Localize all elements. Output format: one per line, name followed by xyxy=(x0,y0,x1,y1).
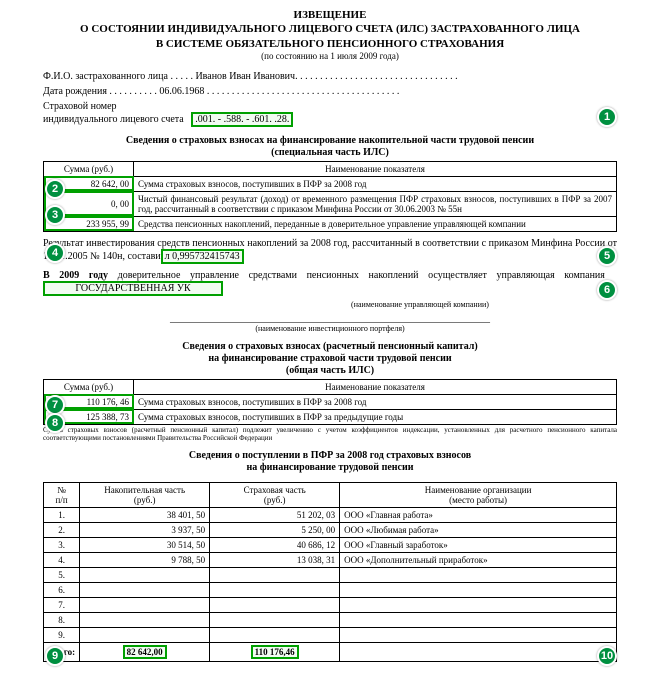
t3-h0: № п/п xyxy=(44,483,80,508)
section1-title: Сведения о страховых взносах на финансир… xyxy=(43,135,617,159)
table2-wrapper: 7 8 Сумма (руб.) Наименование показателя… xyxy=(43,379,617,425)
table1: Сумма (руб.) Наименование показателя 82 … xyxy=(43,161,617,232)
t1-r1-desc: Чистый финансовый результат (доход) от в… xyxy=(134,191,617,216)
title-line2: О СОСТОЯНИИ ИНДИВИДУАЛЬНОГО ЛИЦЕВОГО СЧЕ… xyxy=(43,22,617,36)
section2-title: Сведения о страховых взносах (расчетный … xyxy=(43,341,617,377)
t1-r2-desc: Средства пенсионных накоплений, переданн… xyxy=(134,216,617,231)
t3-footer-1: 82 642,00 xyxy=(123,645,167,659)
t2-r1-desc: Сумма страховых взносов, поступивших в П… xyxy=(134,409,617,424)
title-line3: В СИСТЕМЕ ОБЯЗАТЕЛЬНОГО ПЕНСИОННОГО СТРА… xyxy=(43,37,617,51)
fio-field: Ф.И.О. застрахованного лица . . . . . Ив… xyxy=(43,71,617,82)
title-line1: ИЗВЕЩЕНИЕ xyxy=(43,8,617,22)
para1-text: Результат инвестирования средств пенсион… xyxy=(43,238,617,262)
para2-note: (наименование управляющей компании) xyxy=(223,300,617,309)
badge-5: 5 xyxy=(597,246,617,266)
para1: Результат инвестирования средств пенсион… xyxy=(43,238,617,264)
para1-value: л 0,995732415743 xyxy=(161,249,244,264)
t2-sum-header: Сумма (руб.) xyxy=(44,379,134,394)
t2-name-header: Наименование показателя xyxy=(134,379,617,394)
fio-value: . . . . . Иванов Иван Иванович. . . . . … xyxy=(170,71,457,82)
badge-2: 2 xyxy=(45,179,65,199)
dob-value: . . . . . . . . . . 06.06.1968 . . . . .… xyxy=(109,86,399,97)
dob-field: Дата рождения . . . . . . . . . . 06.06.… xyxy=(43,86,617,97)
table2-footnote: Сумма страховых взносов (расчетный пенси… xyxy=(43,427,617,442)
badge-6: 6 xyxy=(597,280,617,300)
table2: Сумма (руб.) Наименование показателя 110… xyxy=(43,379,617,425)
fio-label: Ф.И.О. застрахованного лица xyxy=(43,71,168,82)
t2-r0-desc: Сумма страховых взносов, поступивших в П… xyxy=(134,394,617,409)
table3: № п/п Накопительная часть (руб.) Страхов… xyxy=(43,482,617,662)
document: ИЗВЕЩЕНИЕ О СОСТОЯНИИ ИНДИВИДУАЛЬНОГО ЛИ… xyxy=(8,8,642,662)
t3-footer-2: 110 176,46 xyxy=(251,645,299,659)
snils-field: Страховой номер индивидуального лицевого… xyxy=(43,101,617,127)
table3-wrapper: 9 10 № п/п Накопительная часть (руб.) Ст… xyxy=(43,482,617,662)
t3-h1: Накопительная часть (руб.) xyxy=(80,483,210,508)
para2-text: доверительное управление средствами пенс… xyxy=(108,270,605,281)
para2: В 2009 году доверительное управление сре… xyxy=(43,270,617,296)
badge-3: 3 xyxy=(45,205,65,225)
badge-9: 9 xyxy=(45,646,65,666)
dob-label: Дата рождения xyxy=(43,86,107,97)
para3-note: (наименование инвестиционного портфеля) xyxy=(43,324,617,333)
doc-subtitle: (по состоянию на 1 июля 2009 года) xyxy=(43,51,617,61)
badge-10: 10 xyxy=(597,646,617,666)
para2-pre: В 2009 году xyxy=(43,270,108,281)
t1-name-header: Наименование показателя xyxy=(134,161,617,176)
para3-line: ________________________________________… xyxy=(43,313,617,324)
badge-8: 8 xyxy=(45,413,65,433)
t1-r0-desc: Сумма страховых взносов, поступивших в П… xyxy=(134,176,617,191)
snils-label2: индивидуального лицевого счета xyxy=(43,114,184,125)
badge-7: 7 xyxy=(45,395,65,415)
snils-value: .001. - .588. - .601. .28. xyxy=(191,112,293,127)
snils-label1: Страховой номер xyxy=(43,101,617,112)
table1-wrapper: 2 3 4 Сумма (руб.) Наименование показате… xyxy=(43,161,617,232)
badge-4: 4 xyxy=(45,243,65,263)
t3-h2: Страховая часть (руб.) xyxy=(210,483,340,508)
badge-1: 1 xyxy=(597,107,617,127)
para2-value: ГОСУДАРСТВЕННАЯ УК xyxy=(43,281,223,296)
doc-title: ИЗВЕЩЕНИЕ О СОСТОЯНИИ ИНДИВИДУАЛЬНОГО ЛИ… xyxy=(43,8,617,51)
section3-title: Сведения о поступлении в ПФР за 2008 год… xyxy=(43,450,617,474)
t1-sum-header: Сумма (руб.) xyxy=(44,161,134,176)
t3-h3: Наименование организации (место работы) xyxy=(340,483,617,508)
